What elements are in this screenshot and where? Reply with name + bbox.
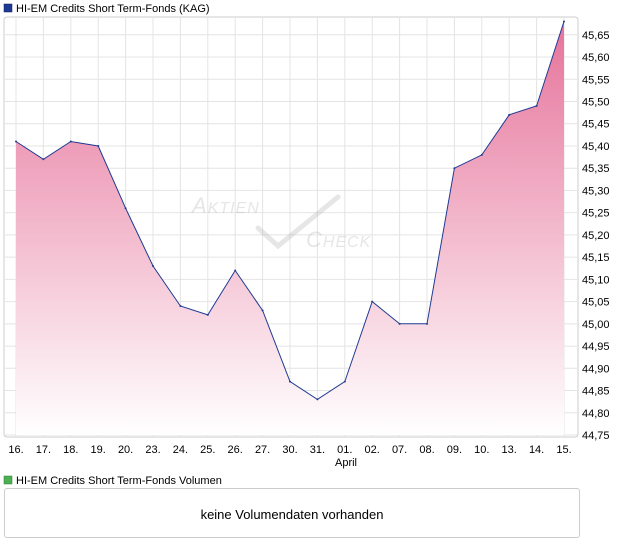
data-point: [234, 269, 237, 272]
y-tick-label: 45,30: [582, 185, 610, 197]
data-point: [453, 167, 456, 170]
x-tick-label: 16.: [8, 444, 23, 456]
data-point: [289, 380, 291, 383]
x-axis-labels: 16. 17. 18. 19. 20. 23. 24. 25. 26. 27. 30. 31. 01. 0…: [8, 444, 571, 456]
y-tick-label: 45,05: [582, 297, 610, 309]
data-point: [371, 300, 374, 303]
y-tick-label: 45,15: [582, 252, 610, 264]
data-point: [343, 380, 346, 383]
x-tick-label: 24.: [173, 444, 188, 456]
y-tick-label: 45,60: [582, 52, 610, 64]
x-tick-label: 09.: [447, 444, 462, 456]
data-point: [398, 322, 401, 325]
x-tick-label: 01.: [337, 444, 352, 456]
data-point: [124, 207, 127, 210]
legend-label-price: HI-EM Credits Short Term-Fonds (KAG): [16, 3, 210, 15]
y-tick-label: 45,45: [582, 119, 610, 131]
data-point: [97, 144, 100, 147]
y-tick-label: 44,75: [582, 430, 610, 442]
x-tick-label: 02.: [365, 444, 380, 456]
volume-panel: keine Volumendaten vorhanden: [4, 488, 580, 538]
x-tick-label: 23.: [145, 444, 160, 456]
data-point: [179, 305, 182, 308]
data-point: [152, 265, 154, 268]
x-tick-label: 08.: [419, 444, 434, 456]
svg-text:CHECK: CHECK: [306, 227, 372, 252]
data-point: [15, 140, 17, 143]
y-tick-label: 44,95: [582, 341, 610, 353]
data-point: [426, 322, 428, 325]
x-tick-label: 25.: [200, 444, 215, 456]
volume-empty-message: keine Volumendaten vorhanden: [200, 507, 384, 522]
price-area: [16, 21, 564, 436]
y-tick-label: 45,35: [582, 163, 610, 175]
y-tick-label: 44,80: [582, 408, 610, 420]
x-tick-label: 19.: [91, 444, 106, 456]
y-tick-label: 45,40: [582, 141, 610, 153]
x-tick-label: 31.: [310, 444, 325, 456]
data-point: [508, 113, 511, 116]
y-tick-label: 45,50: [582, 96, 610, 108]
data-point: [261, 309, 264, 312]
data-point: [535, 104, 538, 107]
data-point: [42, 158, 45, 161]
x-tick-label: 26.: [228, 444, 243, 456]
x-tick-label: 27.: [255, 444, 270, 456]
x-tick-label: 20.: [118, 444, 133, 456]
x-tick-label: 10.: [474, 444, 489, 456]
data-point: [316, 398, 319, 401]
y-tick-label: 45,65: [582, 30, 610, 42]
y-tick-label: 45,00: [582, 319, 610, 331]
x-tick-label: 07.: [392, 444, 407, 456]
x-month-label: April: [335, 457, 357, 469]
x-tick-label: 18.: [63, 444, 78, 456]
x-tick-label: 15.: [556, 444, 571, 456]
y-tick-label: 44,85: [582, 386, 610, 398]
data-point: [206, 313, 209, 316]
x-tick-label: 13.: [502, 444, 517, 456]
legend-label-volume: HI-EM Credits Short Term-Fonds Volumen: [16, 475, 222, 487]
y-tick-label: 44,90: [582, 363, 610, 375]
x-tick-label: 14.: [529, 444, 544, 456]
data-point: [563, 20, 565, 23]
y-axis-labels: 44,75 44,80 44,85 44,90 44,95 45,00 45,05 45,10…: [582, 30, 610, 442]
y-tick-label: 45,10: [582, 274, 610, 286]
legend-swatch-volume: [3, 475, 13, 485]
y-tick-label: 45,55: [582, 74, 610, 86]
data-point: [480, 153, 483, 156]
legend-swatch-price: [3, 3, 13, 13]
x-tick-label: 30.: [282, 444, 297, 456]
x-tick-label: 17.: [36, 444, 51, 456]
data-point: [69, 140, 72, 143]
y-tick-label: 45,25: [582, 208, 610, 220]
y-tick-label: 45,20: [582, 230, 610, 242]
